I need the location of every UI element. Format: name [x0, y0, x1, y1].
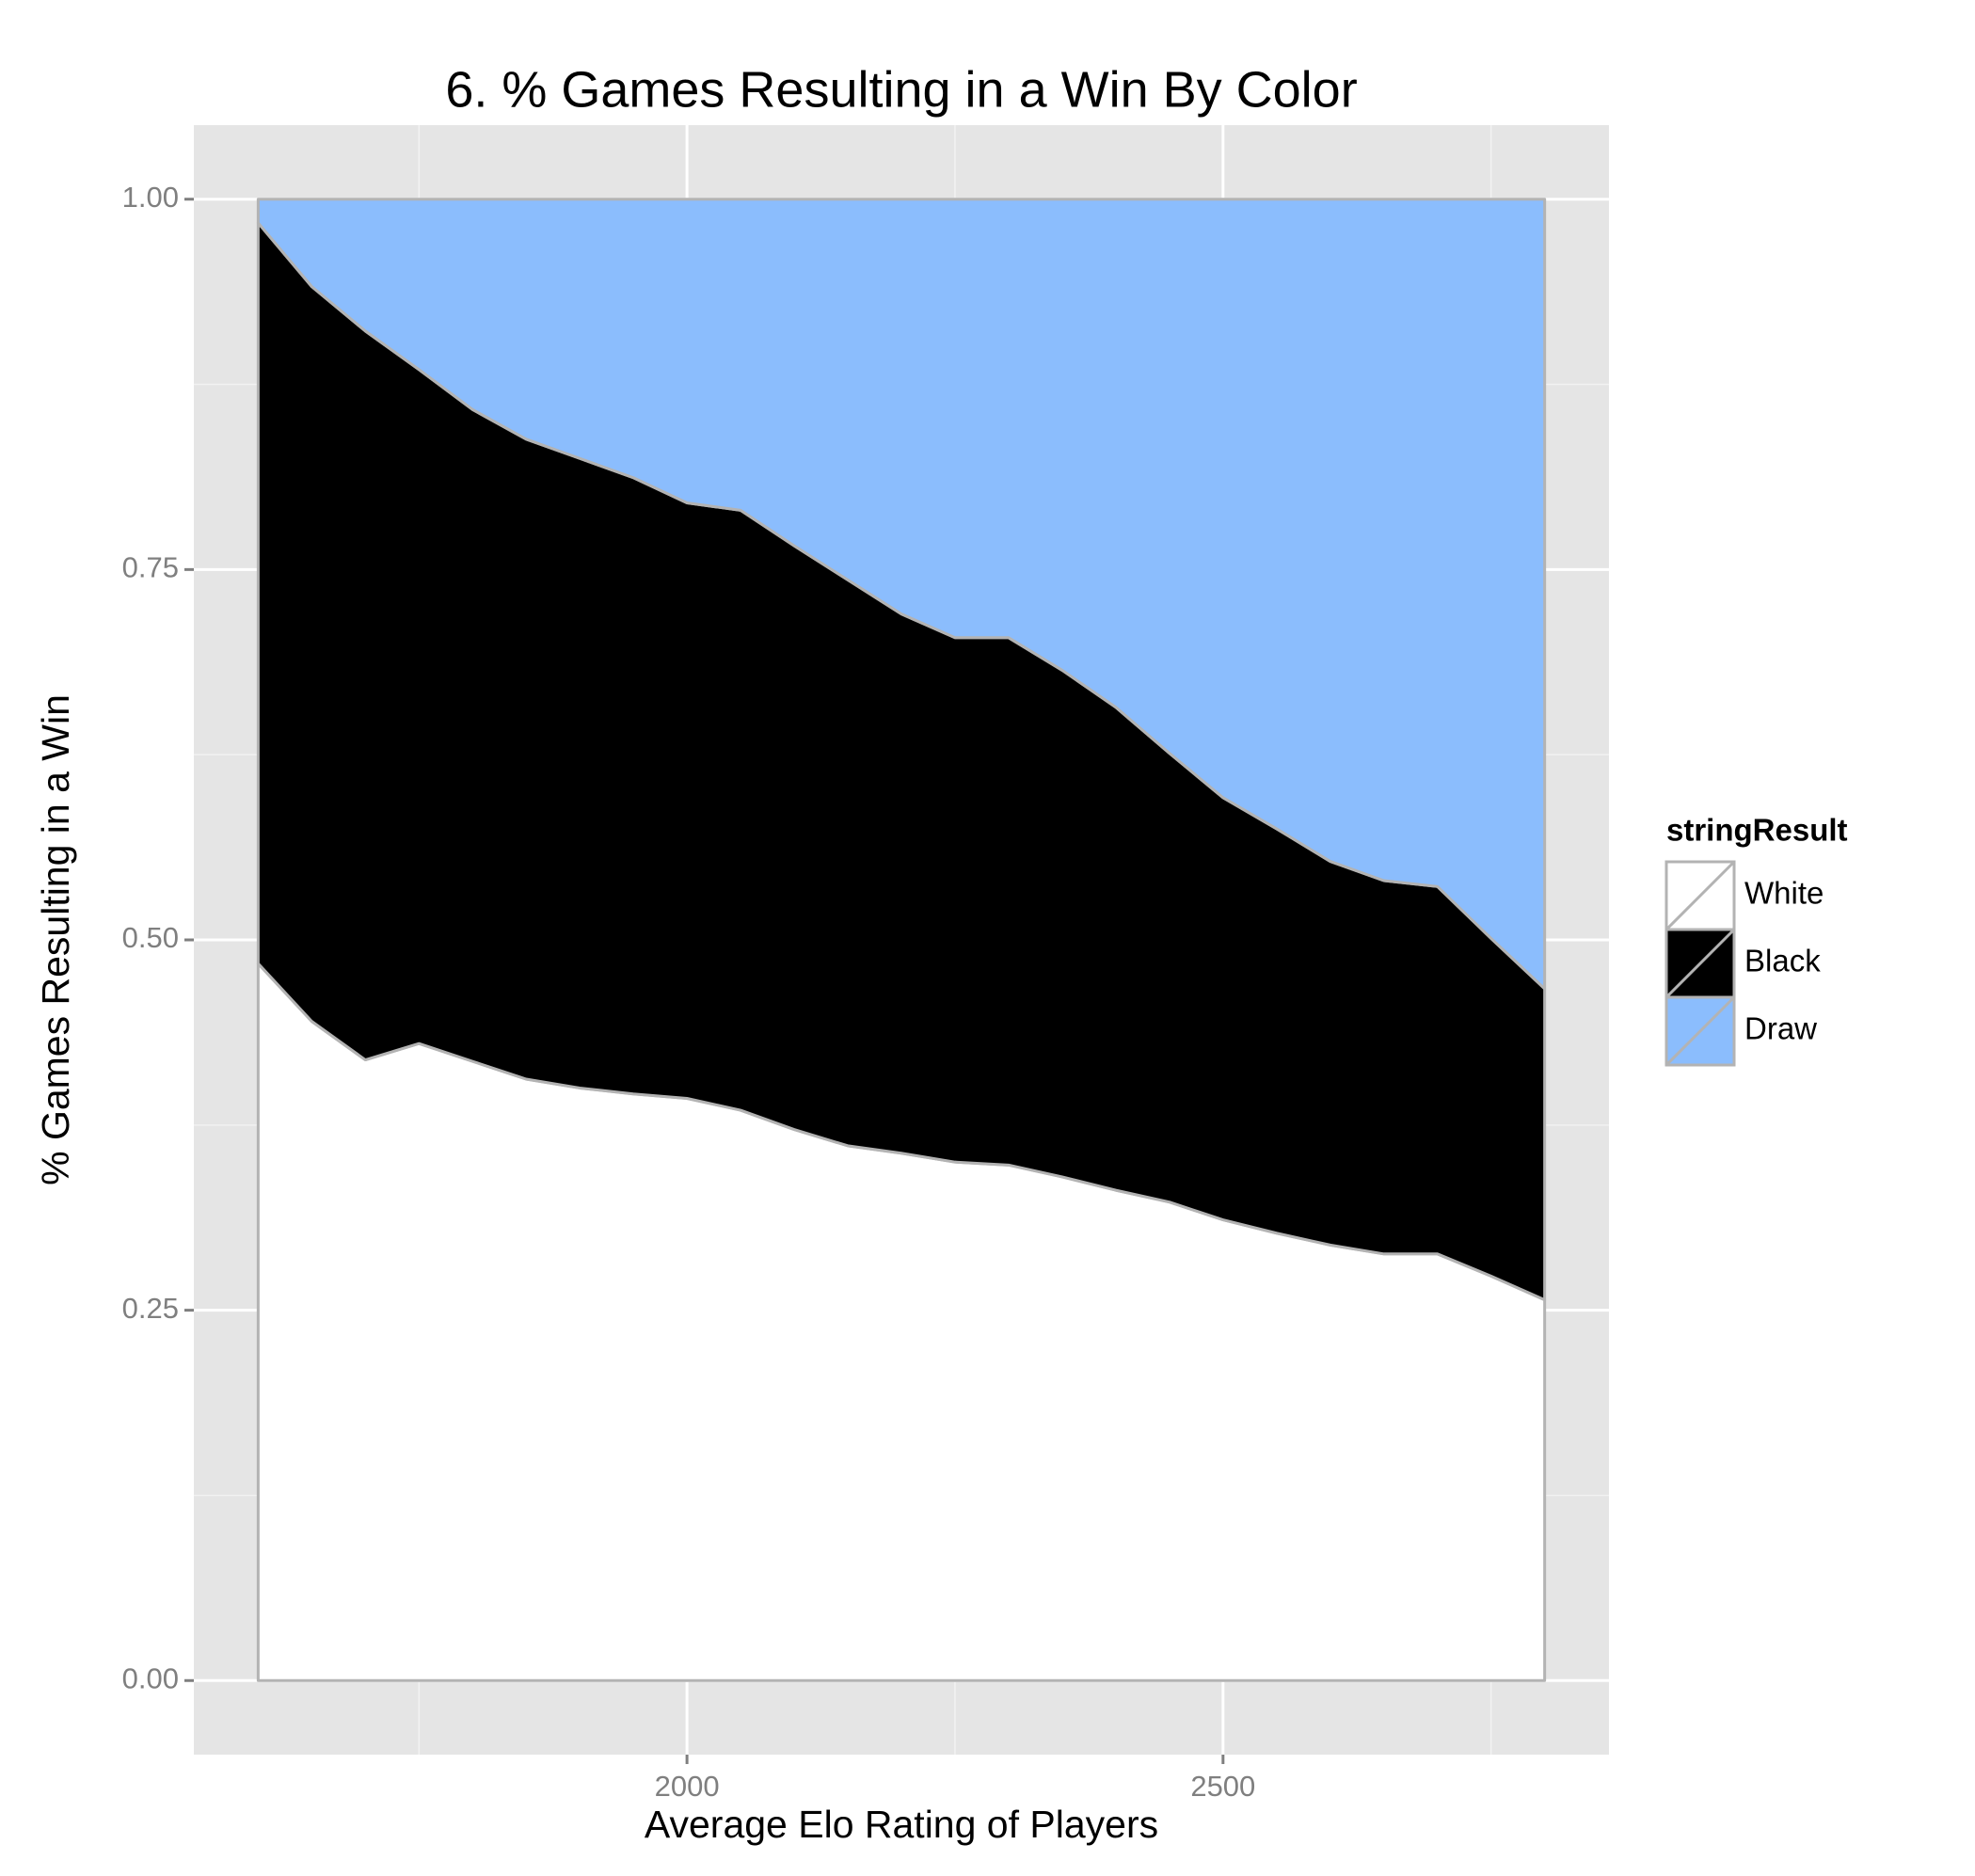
y-tick-label: 0.50	[122, 921, 179, 954]
legend-key-line	[1664, 928, 1736, 999]
y-tick-label: 0.00	[122, 1661, 179, 1694]
legend-label: White	[1744, 876, 1824, 911]
legend-label: Black	[1744, 944, 1821, 978]
x-tick-label: 2000	[655, 1770, 720, 1803]
x-axis-label: Average Elo Rating of Players	[645, 1803, 1158, 1846]
chart-title: 6. % Games Resulting in a Win By Color	[445, 61, 1357, 118]
legend-label: Draw	[1744, 1011, 1817, 1046]
legend-key-line	[1664, 860, 1736, 931]
area	[256, 198, 1547, 991]
legend-title: stringResult	[1666, 813, 1848, 848]
y-tick-label: 0.25	[122, 1292, 179, 1325]
y-axis-label: % Games Resulting in a Win	[34, 694, 77, 1185]
legend-key-line	[1664, 995, 1736, 1067]
x-tick-label: 2500	[1190, 1770, 1255, 1803]
y-tick-label: 0.75	[122, 551, 179, 584]
y-tick-label: 1.00	[122, 181, 179, 214]
